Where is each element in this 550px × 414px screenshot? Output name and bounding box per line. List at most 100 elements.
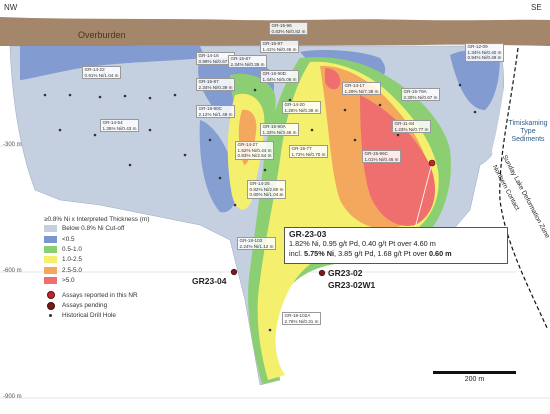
legend: ≥0.8% Ni x Interpreted Thickness (m) Bel… bbox=[44, 216, 174, 321]
callout-text: GR-15-79A 2.30% Ni/0.67 m bbox=[403, 89, 438, 100]
drill-hole bbox=[473, 110, 477, 114]
callout-text: GR-11-84 1.23% Ni/0.77 m bbox=[394, 121, 429, 132]
depth-label-600: -600 m bbox=[3, 268, 22, 274]
highlight-mid: , 3.85 g/t Pd, 1.68 g/t Pt over bbox=[334, 249, 429, 258]
leader-line bbox=[414, 162, 433, 229]
legend-label: <0.5 bbox=[62, 235, 75, 243]
legend-symbol: Historical Drill Hole bbox=[44, 311, 174, 321]
callout-text: GR-15-87 2.34% Ni/0.39 m bbox=[198, 79, 233, 90]
legend-item: Below 0.8% Ni Cut-off bbox=[44, 224, 174, 234]
highlight-line2: incl. 5.75% Ni, 3.85 g/t Pd, 1.68 g/t Pt… bbox=[289, 249, 503, 259]
drill-hole bbox=[310, 128, 314, 132]
drill-hole bbox=[58, 128, 62, 132]
callout-text: GR-15-90A 1.33% Ni/3.46 m bbox=[262, 124, 297, 135]
legend-label: Assays reported in this NR bbox=[62, 291, 138, 299]
sediments-wedge bbox=[492, 46, 550, 330]
callout-text: GR-18-90C 2.12% Ni/1.49 m bbox=[198, 106, 233, 117]
drill-hole bbox=[233, 203, 237, 207]
drill-hole bbox=[98, 95, 102, 99]
callout-c9: GR-14-17 1.29% Ni/7.38 m bbox=[342, 82, 381, 96]
callout-text: GR-15-96C 1.01% Ni/0.46 m bbox=[364, 151, 399, 162]
callout-c5: GR-15-97 1.41% Ni/0.45 m bbox=[260, 40, 299, 54]
drill-hole bbox=[343, 108, 347, 112]
highlight-bold-len: 0.60 m bbox=[428, 249, 452, 258]
scale-bar: 200 m bbox=[433, 371, 516, 383]
callout-text: GR-15-77 1.73% Ni/0.70 m bbox=[291, 146, 326, 157]
hole-label-gr23-04: GR23-04 bbox=[192, 276, 227, 286]
assay-reported-marker bbox=[428, 159, 436, 167]
zone-lt05-east bbox=[450, 49, 500, 110]
callout-c18: GR-15-96C 1.01% Ni/0.46 m bbox=[362, 150, 401, 164]
callout-text: GR-18-103 2.24% Ni/1.12 m bbox=[239, 238, 274, 249]
highlight-title: GR-23-03 bbox=[289, 229, 327, 239]
legend-swatch bbox=[44, 266, 57, 274]
highlight-bold-ni: 5.75% Ni bbox=[304, 249, 335, 258]
callout-text: GR-14-25 0.82% Ni/2.80 m 0.80% Ni/1.04 m bbox=[249, 181, 284, 198]
drill-hole bbox=[288, 98, 292, 102]
legend-symbol: Assays reported in this NR bbox=[44, 290, 174, 300]
drill-hole bbox=[353, 138, 357, 142]
callout-c1: GR-15-96 0.83% Ni/0.82 m bbox=[269, 22, 308, 36]
zone-lt05-lower bbox=[199, 120, 237, 213]
legend-label: 0.5-1.0 bbox=[62, 246, 82, 254]
callout-c11: GR-18-90C 2.12% Ni/1.49 m bbox=[196, 105, 235, 119]
drill-hole bbox=[208, 138, 212, 142]
callout-text: GR-18-90D 1.44% Ni/5.06 m bbox=[262, 71, 297, 82]
legend-label: 2.5-5.0 bbox=[62, 266, 82, 274]
callout-c14: GR-15-90A 1.33% Ni/3.46 m bbox=[260, 123, 299, 137]
drill-hole bbox=[263, 168, 267, 172]
drill-hole bbox=[458, 83, 462, 87]
callout-c3: GR-14-22 0.91% Ni/1.04 m bbox=[82, 66, 121, 80]
callout-c8: GR-18-90D 1.44% Ni/5.06 m bbox=[260, 70, 299, 84]
scale-bar-line bbox=[433, 371, 516, 374]
callout-text: GR-14-22 0.91% Ni/1.04 m bbox=[84, 67, 119, 78]
highlight-result-box: GR-23-03 1.82% Ni, 0.95 g/t Pd, 0.40 g/t… bbox=[284, 227, 508, 264]
pending-dot-icon bbox=[44, 301, 57, 310]
callout-c10: GR-15-79A 2.30% Ni/0.67 m bbox=[401, 88, 440, 102]
historical-drill-holes bbox=[43, 83, 477, 332]
legend-swatch bbox=[44, 225, 57, 233]
callout-text: GR-12-09 1.34% Ni/0.40 m 0.94% Ni/0.49 m bbox=[467, 44, 502, 61]
drill-hole bbox=[148, 96, 152, 100]
zone-gt50-top bbox=[325, 68, 341, 90]
callout-c15: GR-11-84 1.23% Ni/0.77 m bbox=[392, 120, 431, 134]
depth-label-900: -900 m bbox=[3, 394, 22, 400]
callout-c21: GR-18-102A 2.76% Ni/0.31 m bbox=[282, 312, 321, 326]
hole-label-gr23-02: GR23-02 bbox=[328, 268, 363, 278]
overburden-label: Overburden bbox=[78, 30, 126, 40]
scale-label: 200 m bbox=[464, 376, 485, 383]
callout-c16: GR-14-27 1.52% Ni/0.44 m 0.83% Ni/2.54 m bbox=[235, 141, 274, 160]
legend-swatch bbox=[44, 235, 57, 243]
callout-c2: GR-12-09 1.34% Ni/0.40 m 0.94% Ni/0.49 m bbox=[465, 43, 504, 62]
callout-text: GR-18-102A 2.76% Ni/0.31 m bbox=[284, 313, 319, 324]
highlight-line1: 1.82% Ni, 0.95 g/t Pd, 0.40 g/t Pt over … bbox=[289, 239, 436, 248]
callout-text: GR-15-87 2.34% Ni/0.39 m bbox=[230, 56, 265, 67]
legend-title: ≥0.8% Ni x Interpreted Thickness (m) bbox=[44, 216, 150, 223]
legend-swatch bbox=[44, 246, 57, 254]
callout-text: GR-14-54 1.35% Ni/0.43 m bbox=[102, 120, 137, 131]
corner-se: SE bbox=[531, 3, 542, 12]
legend-item: <0.5 bbox=[44, 234, 174, 244]
callout-text: GR-15-97 1.41% Ni/0.45 m bbox=[262, 41, 297, 52]
drill-hole bbox=[378, 103, 382, 107]
depth-label-300: -300 m bbox=[3, 142, 22, 148]
legend-label: Assays pending bbox=[62, 302, 108, 310]
reported-dot-icon bbox=[44, 291, 57, 300]
legend-item: 2.5-5.0 bbox=[44, 265, 174, 275]
callout-c19: GR-14-25 0.82% Ni/2.80 m 0.80% Ni/1.04 m bbox=[247, 180, 286, 199]
legend-swatch bbox=[44, 256, 57, 264]
drill-hole bbox=[128, 163, 132, 167]
callout-text: GR-14-17 1.29% Ni/7.38 m bbox=[344, 83, 379, 94]
legend-label: 1.0-2.5 bbox=[62, 256, 82, 264]
drill-hole bbox=[173, 93, 177, 97]
legend-label: Historical Drill Hole bbox=[62, 312, 116, 320]
legend-label: Below 0.8% Ni Cut-off bbox=[62, 225, 125, 233]
callout-c6: GR-15-87 2.34% Ni/0.39 m bbox=[228, 55, 267, 69]
callout-c17: GR-15-77 1.73% Ni/0.70 m bbox=[289, 145, 328, 159]
zone-lt05-left bbox=[20, 46, 205, 80]
drill-hole bbox=[268, 328, 272, 332]
highlight-prefix: incl. bbox=[289, 249, 305, 258]
sediments-label: Timiskaming Type Sediments bbox=[508, 120, 548, 143]
